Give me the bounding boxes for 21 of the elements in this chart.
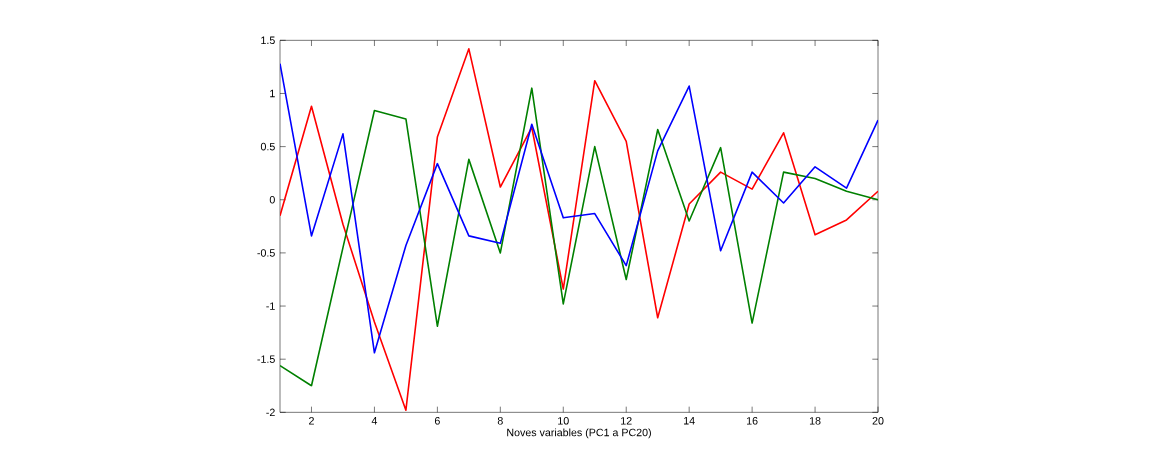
x-tick-label: 6 <box>434 417 440 425</box>
y-tick-label: 1 <box>270 89 275 98</box>
y-tick-label: 0 <box>269 195 275 204</box>
x-tick-label: 8 <box>497 417 503 425</box>
y-tick-label: -1.5 <box>257 355 275 363</box>
line-series <box>280 87 879 387</box>
x-tick-label: 14 <box>684 417 695 425</box>
x-tick-label: 20 <box>872 417 884 425</box>
y-tick-label: -1 <box>266 302 275 310</box>
x-axis-title: Noves variables (PC1 a PC20) <box>507 428 651 439</box>
x-tick-label: 4 <box>371 417 378 425</box>
y-tick-label: -0.5 <box>257 249 275 257</box>
x-tick-label: 10 <box>558 417 569 425</box>
x-tick-label: 2 <box>309 417 314 425</box>
line-series <box>280 48 879 412</box>
x-tick-label: 12 <box>621 417 632 425</box>
y-tick-label: -2 <box>266 408 275 417</box>
y-tick-label: 1.5 <box>261 36 275 45</box>
y-tick-label: 0.5 <box>260 142 275 151</box>
x-tick-label: 16 <box>747 417 758 425</box>
x-tick-label: 18 <box>809 417 821 425</box>
